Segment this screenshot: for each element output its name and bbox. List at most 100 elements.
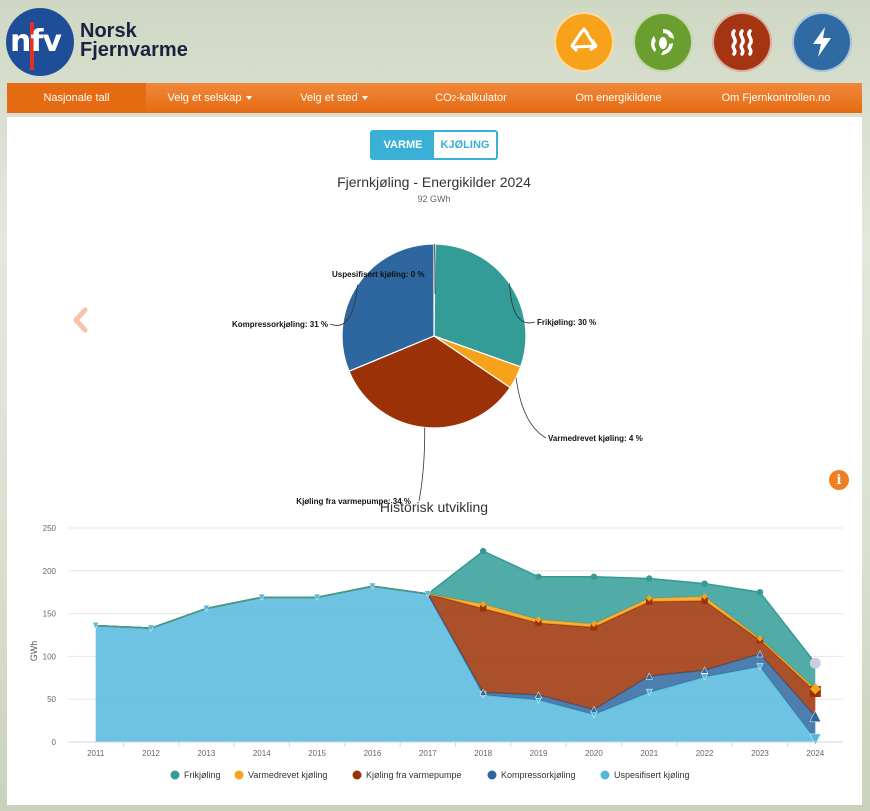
legend-swatch	[487, 770, 497, 780]
lightning-icon[interactable]	[792, 12, 852, 72]
pie-connector	[515, 377, 547, 439]
data-point[interactable]	[809, 710, 822, 723]
data-point[interactable]	[534, 691, 543, 699]
data-point[interactable]	[479, 688, 487, 696]
data-point[interactable]	[424, 590, 432, 598]
pie-connector	[509, 283, 536, 324]
data-point[interactable]	[590, 573, 598, 580]
data-point[interactable]	[809, 683, 821, 695]
nav-om-fjernkontrollen[interactable]: Om Fjernkontrollen.no	[690, 83, 862, 113]
nav-label: Velg et selskap	[167, 92, 242, 104]
content-panel: VARME KJØLING i Fjernkjøling - Energikil…	[7, 117, 862, 805]
area-chart: Historisk utvikling GWh 050100150200250 …	[29, 499, 843, 780]
y-tick-label: 150	[43, 610, 57, 619]
nav-co2-kalkulator[interactable]: CO 2 -kalkulator	[395, 83, 547, 113]
data-point[interactable]	[701, 673, 709, 681]
logo-bar	[30, 22, 34, 70]
x-tick-label: 2020	[585, 749, 603, 758]
brand-line1: Norsk	[80, 20, 137, 42]
pie-connector	[329, 284, 358, 326]
pie-connector	[418, 427, 426, 502]
legend-swatch	[234, 770, 244, 780]
area-series-uspesifisert-kjøling[interactable]	[95, 586, 816, 742]
data-point[interactable]	[701, 597, 708, 604]
y-axis-label: GWh	[29, 641, 39, 662]
data-point[interactable]	[646, 594, 653, 602]
data-point[interactable]	[479, 547, 487, 555]
data-point[interactable]	[535, 619, 542, 627]
pie-slice-kjøling-fra-varmepumpe[interactable]	[348, 335, 512, 429]
x-tick-label: 2024	[806, 749, 824, 758]
brand-name: Norsk Fjernvarme	[80, 20, 188, 60]
pie-data-label: Kjøling fra varmepumpe: 34 %	[296, 497, 411, 506]
data-point[interactable]	[147, 624, 155, 632]
data-point[interactable]	[756, 635, 764, 642]
logo-text: nfv	[10, 24, 62, 59]
x-tick-label: 2018	[474, 749, 492, 758]
data-point[interactable]	[92, 622, 100, 630]
nfv-logo[interactable]: nfv	[6, 8, 74, 76]
legend-label: Kompressorkjøling	[501, 770, 576, 780]
y-tick-label: 100	[43, 652, 57, 661]
data-point[interactable]	[756, 663, 764, 671]
nav-nasjonale-tall[interactable]: Nasjonale tall	[7, 83, 146, 113]
legend-item[interactable]: Frikjøling	[170, 770, 221, 780]
pie-data-label: Varmedrevet kjøling: 4 %	[548, 434, 643, 443]
nav-velg-selskap[interactable]: Velg et selskap	[146, 83, 273, 113]
data-point[interactable]	[535, 573, 542, 580]
data-point[interactable]	[258, 593, 266, 602]
pie-chart: Fjernkjøling - Energikilder 2024 92 GWh …	[232, 174, 643, 506]
nav-label: Om energikildene	[575, 92, 662, 104]
pie-data-label: Kompressorkjøling: 31 %	[232, 320, 328, 329]
data-point[interactable]	[646, 575, 653, 582]
recycle-icon[interactable]	[554, 12, 614, 72]
legend-label: Uspesifisert kjøling	[614, 770, 690, 780]
data-point[interactable]	[809, 657, 821, 669]
toggle-varme[interactable]: VARME	[372, 132, 434, 158]
nav-label: Om Fjernkontrollen.no	[721, 92, 831, 104]
legend-item[interactable]: Uspesifisert kjøling	[600, 770, 690, 780]
data-point[interactable]	[535, 616, 542, 623]
area-series-line	[95, 550, 816, 664]
pie-slice-frikjøling[interactable]	[433, 243, 527, 368]
data-point[interactable]	[645, 688, 653, 697]
x-tick-label: 2023	[751, 749, 769, 758]
data-point[interactable]	[313, 593, 321, 602]
info-glyph: i	[836, 472, 842, 488]
x-tick-label: 2016	[364, 749, 382, 758]
legend-item[interactable]: Kompressorkjøling	[487, 770, 576, 780]
data-point[interactable]	[756, 589, 764, 596]
nav-label-sub: 2	[451, 93, 457, 103]
data-point[interactable]	[701, 666, 709, 674]
data-point[interactable]	[646, 598, 653, 605]
legend-item[interactable]: Varmedrevet kjøling	[234, 770, 328, 780]
data-point[interactable]	[645, 672, 653, 680]
y-tick-label: 200	[43, 567, 57, 576]
data-point[interactable]	[479, 605, 487, 612]
chevron-left-icon[interactable]	[71, 307, 91, 333]
legend-label: Varmedrevet kjøling	[248, 770, 327, 780]
heat-icon[interactable]	[712, 12, 772, 72]
data-point[interactable]	[756, 650, 764, 658]
x-tick-label: 2012	[142, 749, 160, 758]
data-point[interactable]	[368, 582, 377, 590]
data-point[interactable]	[701, 580, 708, 587]
legend-item[interactable]: Kjøling fra varmepumpe	[352, 770, 462, 780]
leaf-recycle-icon[interactable]	[633, 12, 693, 72]
data-point[interactable]	[590, 624, 598, 631]
nav-velg-sted[interactable]: Velg et sted	[273, 83, 395, 113]
chevron-down-icon	[361, 96, 368, 100]
area-series-frikjøling[interactable]	[95, 551, 816, 689]
nav-label: Velg et sted	[300, 92, 358, 104]
data-point[interactable]	[809, 733, 822, 746]
info-icon[interactable]: i	[829, 470, 849, 490]
pie-data-label: Uspesifisert kjøling: 0 %	[332, 270, 424, 279]
x-tick-label: 2014	[253, 749, 271, 758]
data-point[interactable]	[202, 605, 210, 613]
data-point[interactable]	[590, 705, 598, 713]
toggle-kjoling[interactable]: KJØLING	[440, 139, 490, 151]
nav-om-energikildene[interactable]: Om energikildene	[547, 83, 690, 113]
legend-swatch	[352, 770, 362, 780]
area-title: Historisk utvikling	[380, 499, 488, 515]
area-series-kjøling-fra-varmepumpe[interactable]	[95, 586, 816, 717]
